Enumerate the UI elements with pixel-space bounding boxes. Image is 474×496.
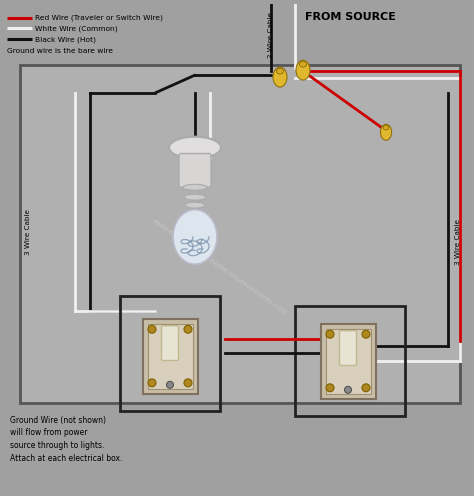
- Ellipse shape: [185, 202, 205, 208]
- Ellipse shape: [276, 68, 283, 74]
- Circle shape: [166, 381, 173, 388]
- Bar: [20, 65, 460, 403]
- Ellipse shape: [381, 124, 392, 140]
- Bar: [143, 319, 198, 394]
- Bar: [295, 307, 405, 416]
- Circle shape: [362, 384, 370, 392]
- FancyBboxPatch shape: [162, 326, 179, 361]
- FancyBboxPatch shape: [179, 154, 211, 187]
- Ellipse shape: [169, 137, 221, 159]
- Text: easy-do-it-yourself-home-improvements.com: easy-do-it-yourself-home-improvements.co…: [152, 218, 288, 316]
- Text: Ground wire is the bare wire: Ground wire is the bare wire: [7, 48, 113, 54]
- Text: Ground Wire (not shown)
will flow from power
source through to lights.
Attach at: Ground Wire (not shown) will flow from p…: [10, 416, 122, 463]
- Circle shape: [326, 330, 334, 338]
- Ellipse shape: [300, 61, 307, 67]
- Ellipse shape: [183, 185, 207, 190]
- Ellipse shape: [273, 67, 287, 87]
- Text: Red Wire (Traveler or Switch Wire): Red Wire (Traveler or Switch Wire): [35, 14, 163, 21]
- Ellipse shape: [383, 125, 389, 130]
- Circle shape: [184, 325, 192, 333]
- Text: 3 Wire Cable: 3 Wire Cable: [455, 219, 461, 265]
- Circle shape: [362, 330, 370, 338]
- Ellipse shape: [296, 60, 310, 80]
- Text: 3 Wire Cable: 3 Wire Cable: [25, 209, 31, 255]
- Circle shape: [345, 386, 352, 393]
- Circle shape: [148, 379, 156, 387]
- Text: White Wire (Common): White Wire (Common): [35, 25, 118, 32]
- Circle shape: [148, 325, 156, 333]
- Bar: [148, 324, 193, 389]
- Circle shape: [326, 384, 334, 392]
- Ellipse shape: [184, 194, 206, 200]
- Bar: [326, 329, 371, 394]
- FancyBboxPatch shape: [339, 331, 356, 366]
- Circle shape: [184, 379, 192, 387]
- Ellipse shape: [173, 210, 217, 264]
- Text: FROM SOURCE: FROM SOURCE: [305, 11, 396, 22]
- Text: Black Wire (Hot): Black Wire (Hot): [35, 36, 96, 43]
- Text: 2 Wire Cable: 2 Wire Cable: [268, 12, 274, 58]
- Bar: [321, 324, 376, 399]
- Bar: [120, 297, 220, 411]
